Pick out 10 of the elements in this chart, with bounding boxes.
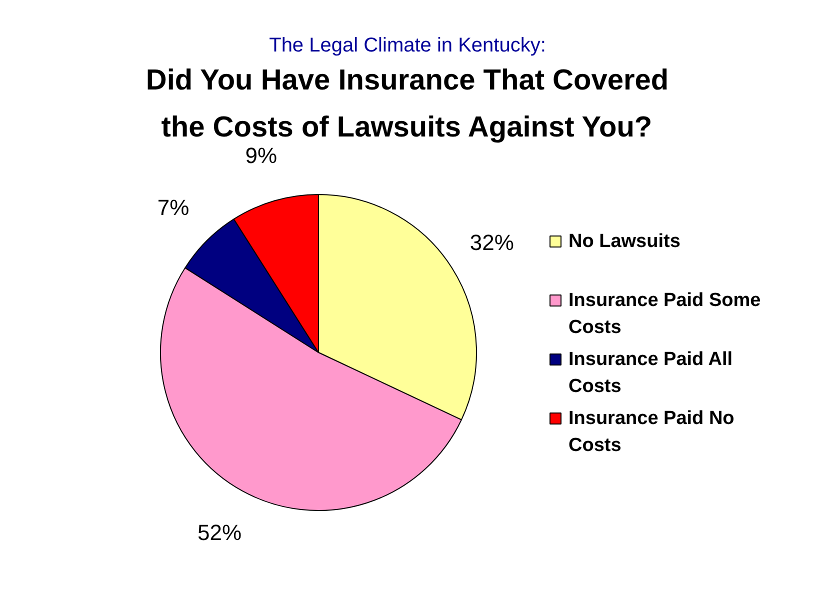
chart-subtitle: Did You Have Insurance That Covered the Costs of Lawsuits Against You? xyxy=(146,64,669,144)
legend-label: No Lawsuits xyxy=(568,231,680,252)
data-label: 32% xyxy=(470,230,514,255)
legend-label: Insurance Paid All Costs xyxy=(568,349,733,397)
legend-label: Insurance Paid No Costs xyxy=(568,408,734,456)
chart-title: The Legal Climate in Kentucky: xyxy=(269,34,546,56)
data-label: 9% xyxy=(245,142,278,168)
data-label: 52% xyxy=(198,520,242,545)
legend-label: Insurance Paid Some Costs xyxy=(568,290,761,338)
data-label: 7% xyxy=(157,194,190,220)
